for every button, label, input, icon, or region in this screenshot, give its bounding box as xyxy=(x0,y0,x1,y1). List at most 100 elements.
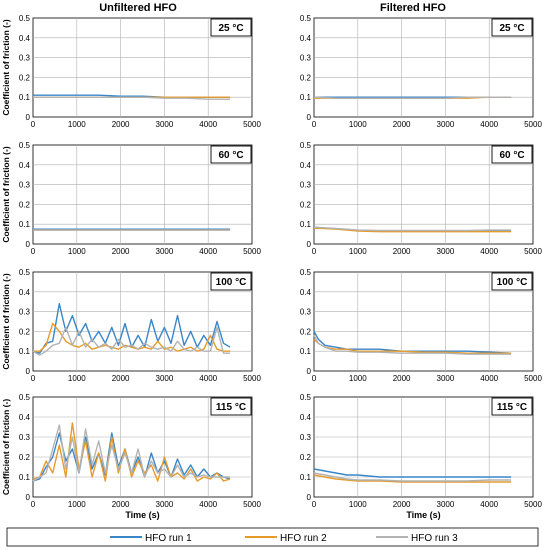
x-tick-label: 1000 xyxy=(68,374,86,383)
x-axis-label: Time (s) xyxy=(406,510,440,520)
y-tick-label: 0.3 xyxy=(300,181,312,190)
y-tick-label: 0.2 xyxy=(300,327,312,336)
x-tick-label: 1000 xyxy=(349,500,367,509)
y-tick-label: 0.5 xyxy=(19,141,31,150)
x-tick-label: 5000 xyxy=(243,374,261,383)
x-tick-label: 1000 xyxy=(68,500,86,509)
temperature-label-box xyxy=(491,145,533,164)
legend-item-run-3: HFO run 3 xyxy=(376,533,458,544)
y-tick-label: 0.3 xyxy=(19,433,31,442)
y-tick-label: 0.5 xyxy=(19,14,31,23)
y-tick-label: 0.2 xyxy=(19,327,31,336)
y-tick-label: 0.3 xyxy=(300,308,312,317)
y-tick-label: 0 xyxy=(307,367,312,376)
x-tick-label: 0 xyxy=(312,374,317,383)
series-line-run-3 xyxy=(313,472,512,482)
x-axis-label: Time (s) xyxy=(125,510,159,520)
y-tick-label: 0 xyxy=(307,240,312,249)
panel-unfiltered-25: 0 0.1 0.2 0.3 0.4 0.5 0 1000 2000 3000 4000 5000 25 … xyxy=(1,14,261,129)
legend-item-run-2: HFO run 2 xyxy=(245,533,327,544)
y-tick-label: 0.3 xyxy=(300,54,312,63)
x-tick-label: 2000 xyxy=(112,374,130,383)
x-tick-label: 4000 xyxy=(480,374,498,383)
column-title-filtered: Filtered HFO xyxy=(380,2,446,14)
y-tick-label: 0.1 xyxy=(19,347,31,356)
x-tick-label: 5000 xyxy=(243,120,261,129)
y-tick-label: 0.1 xyxy=(19,93,31,102)
x-tick-label: 1000 xyxy=(68,247,86,256)
y-tick-label: 0 xyxy=(307,493,312,502)
column-title-unfiltered: Unfiltered HFO xyxy=(99,2,177,14)
y-tick-label: 0.2 xyxy=(300,453,312,462)
temperature-label: 60 °C xyxy=(218,150,243,161)
legend-label-run-3: HFO run 3 xyxy=(411,533,458,544)
y-tick-label: 0.1 xyxy=(19,473,31,482)
panel-unfiltered-60: 0 0.1 0.2 0.3 0.4 0.5 0 1000 2000 3000 4000 5000 60 … xyxy=(1,141,261,256)
x-tick-label: 3000 xyxy=(156,247,174,256)
temperature-label: 115 °C xyxy=(497,402,527,413)
y-tick-label: 0.5 xyxy=(19,268,31,277)
y-tick-label: 0.5 xyxy=(19,393,31,402)
x-tick-label: 2000 xyxy=(112,247,130,256)
x-tick-label: 2000 xyxy=(112,500,130,509)
y-tick-label: 0.2 xyxy=(19,200,31,209)
x-tick-label: 4000 xyxy=(199,247,217,256)
legend-label-run-2: HFO run 2 xyxy=(280,533,327,544)
y-tick-label: 0.3 xyxy=(19,308,31,317)
x-tick-label: 3000 xyxy=(437,374,455,383)
x-tick-label: 3000 xyxy=(437,247,455,256)
temperature-label: 60 °C xyxy=(499,150,524,161)
x-tick-label: 4000 xyxy=(480,247,498,256)
series-line-run-3 xyxy=(313,335,512,355)
x-tick-label: 2000 xyxy=(393,500,411,509)
temperature-label-box xyxy=(210,145,252,164)
temperature-label: 25 °C xyxy=(218,23,243,34)
y-tick-label: 0.4 xyxy=(19,288,31,297)
y-tick-label: 0 xyxy=(26,113,31,122)
y-tick-label: 0.3 xyxy=(300,433,312,442)
y-tick-label: 0.4 xyxy=(300,161,312,170)
series-line-run-1 xyxy=(313,331,512,354)
x-tick-label: 4000 xyxy=(480,120,498,129)
panel-unfiltered-115: 0 0.1 0.2 0.3 0.4 0.5 0 1000 2000 3000 4000 5000 115… xyxy=(1,393,261,520)
series-line-run-3 xyxy=(313,226,512,232)
panel-unfiltered-100: 0 0.1 0.2 0.3 0.4 0.5 0 1000 2000 3000 4000 5000 100… xyxy=(1,268,261,383)
x-tick-label: 4000 xyxy=(480,500,498,509)
y-tick-label: 0.1 xyxy=(300,220,312,229)
legend: HFO run 1 HFO run 2 HFO run 3 xyxy=(6,527,539,547)
series-line-run-3 xyxy=(32,424,231,482)
panel-filtered-25: 0 0.1 0.2 0.3 0.4 0.5 0 1000 2000 3000 4000 5000 25 … xyxy=(300,14,543,129)
x-tick-label: 3000 xyxy=(156,374,174,383)
y-tick-label: 0.1 xyxy=(19,220,31,229)
x-tick-label: 0 xyxy=(31,500,36,509)
x-tick-label: 5000 xyxy=(243,247,261,256)
y-tick-label: 0 xyxy=(26,240,31,249)
y-tick-label: 0.2 xyxy=(300,73,312,82)
panels-group: 0 0.1 0.2 0.3 0.4 0.5 0 1000 2000 3000 4000 5000 25 … xyxy=(1,14,542,520)
y-tick-label: 0.1 xyxy=(300,347,312,356)
legend-item-run-1: HFO run 1 xyxy=(110,533,192,544)
x-tick-label: 2000 xyxy=(393,374,411,383)
y-tick-label: 0 xyxy=(307,113,312,122)
x-tick-label: 3000 xyxy=(437,120,455,129)
panel-filtered-100: 0 0.1 0.2 0.3 0.4 0.5 0 1000 2000 3000 4000 5000 100… xyxy=(300,268,543,383)
y-tick-label: 0.2 xyxy=(19,453,31,462)
x-tick-label: 1000 xyxy=(68,120,86,129)
y-axis-label: Coefficient of friction (-) xyxy=(1,273,11,369)
y-tick-label: 0.4 xyxy=(19,413,31,422)
temperature-label-box xyxy=(210,18,252,37)
y-tick-label: 0 xyxy=(26,493,31,502)
panel-filtered-60: 0 0.1 0.2 0.3 0.4 0.5 0 1000 2000 3000 4000 5000 60 … xyxy=(300,141,543,256)
x-tick-label: 3000 xyxy=(156,500,174,509)
temperature-label: 100 °C xyxy=(497,277,528,288)
x-tick-label: 0 xyxy=(312,120,317,129)
y-axis-label: Coefficient of friction (-) xyxy=(1,146,11,242)
x-tick-label: 4000 xyxy=(199,374,217,383)
x-tick-label: 3000 xyxy=(156,120,174,129)
y-tick-label: 0.4 xyxy=(300,288,312,297)
x-tick-label: 5000 xyxy=(524,374,542,383)
temperature-label-box xyxy=(491,397,533,416)
x-tick-label: 0 xyxy=(31,120,36,129)
y-tick-label: 0.3 xyxy=(19,54,31,63)
